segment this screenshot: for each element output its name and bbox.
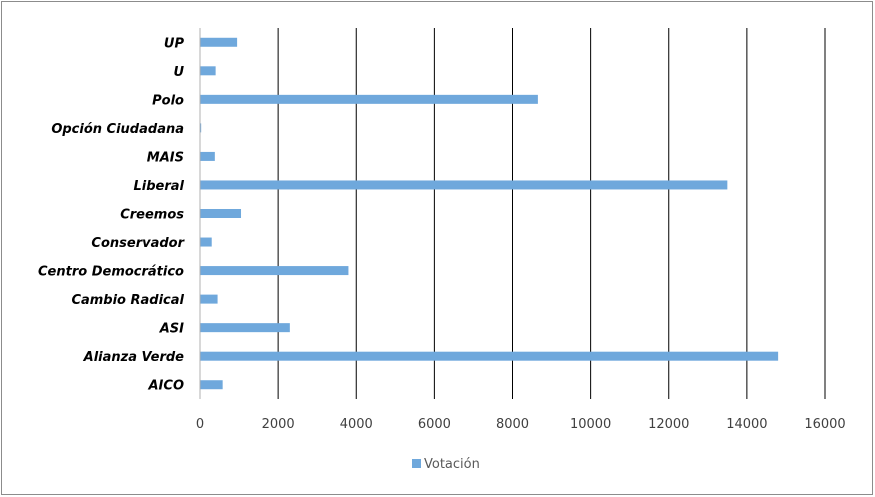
x-tick-labels: 0 2000 4000 6000 8000 10000 12000 14000 16000 bbox=[196, 417, 846, 432]
bar-centro-democrático bbox=[200, 266, 349, 276]
category-label: MAIS bbox=[147, 150, 184, 165]
category-label: AICO bbox=[148, 379, 185, 394]
category-label: Cambio Radical bbox=[71, 293, 184, 308]
bars bbox=[200, 37, 779, 390]
category-label: Polo bbox=[152, 93, 184, 108]
x-tick-label: 12000 bbox=[648, 417, 689, 432]
x-tick-label: 16000 bbox=[804, 417, 845, 432]
bar-aico bbox=[200, 380, 223, 390]
category-labels: UP U Polo Opción Ciudadana MAIS Liberal Creemo… bbox=[38, 36, 186, 393]
category-label: U bbox=[173, 65, 184, 80]
legend: Votación bbox=[412, 457, 480, 472]
legend-swatch bbox=[412, 459, 421, 468]
category-label: Centro Democrático bbox=[38, 265, 184, 280]
category-label: Creemos bbox=[120, 208, 184, 223]
bar-polo bbox=[200, 94, 538, 104]
x-tick-label: 2000 bbox=[262, 417, 295, 432]
gridlines bbox=[277, 28, 826, 399]
x-tick-label: 6000 bbox=[418, 417, 451, 432]
category-label: Liberal bbox=[133, 179, 184, 194]
x-tick-label: 8000 bbox=[496, 417, 529, 432]
bar-conservador bbox=[200, 237, 212, 247]
x-tick-label: 10000 bbox=[570, 417, 611, 432]
bar-opción-ciudadana bbox=[200, 123, 202, 133]
bar-up bbox=[200, 37, 238, 47]
x-tick-label: 0 bbox=[196, 417, 204, 432]
category-label: Opción Ciudadana bbox=[51, 122, 184, 137]
bar-liberal bbox=[200, 180, 728, 190]
bar-u bbox=[200, 66, 216, 76]
x-tick-label: 14000 bbox=[726, 417, 767, 432]
bar-cambio-radical bbox=[200, 294, 218, 304]
legend-label: Votación bbox=[424, 457, 480, 472]
bar-alianza-verde bbox=[200, 351, 779, 361]
x-tick-label: 4000 bbox=[340, 417, 373, 432]
bar-asi bbox=[200, 323, 290, 333]
category-label: Alianza Verde bbox=[83, 350, 185, 365]
bar-creemos bbox=[200, 209, 242, 218]
category-label: ASI bbox=[159, 322, 184, 337]
bar-mais bbox=[200, 151, 215, 161]
category-label: UP bbox=[164, 36, 185, 51]
category-label: Conservador bbox=[91, 236, 185, 251]
